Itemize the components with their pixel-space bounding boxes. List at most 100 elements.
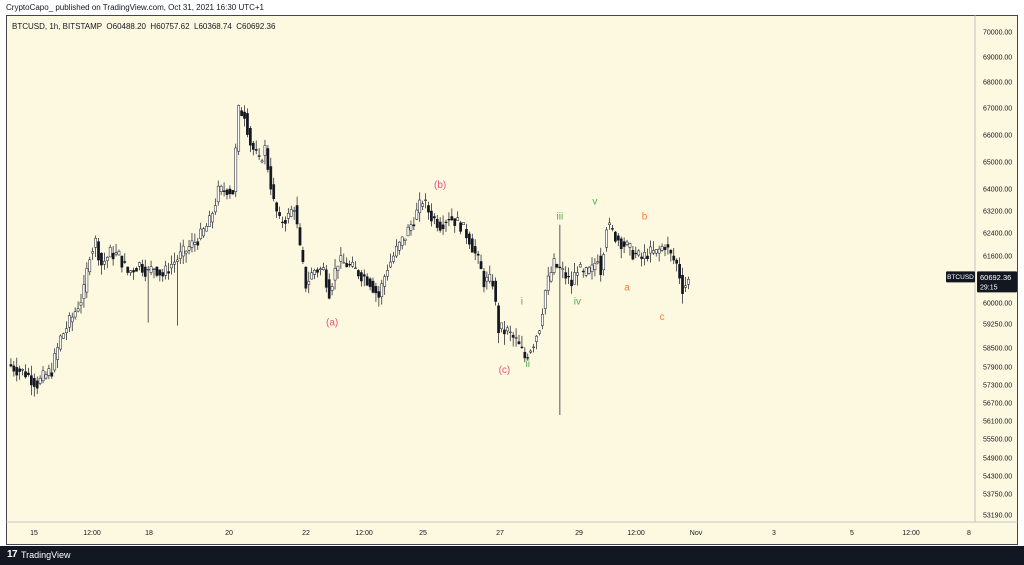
candle-up: [409, 224, 413, 231]
candle-up: [628, 243, 632, 248]
elliott-wave-label: a: [624, 282, 630, 293]
candle-down: [669, 250, 673, 254]
y-tick-label: 57900.00: [983, 365, 1012, 372]
candle-up: [190, 240, 194, 248]
candle-up: [535, 335, 538, 342]
candle-up: [657, 248, 661, 254]
publish-info: CryptoCapo_ published on TradingView.com…: [6, 3, 265, 12]
candle-up: [114, 252, 118, 255]
symbol-tag-label: BTCUSD: [947, 274, 974, 281]
candle-down: [611, 228, 614, 230]
candle-down: [228, 188, 232, 195]
candle-up: [380, 283, 384, 298]
candle-down: [427, 205, 430, 213]
candle-up: [462, 222, 465, 226]
candle-up: [333, 268, 337, 281]
candle-down: [196, 241, 200, 246]
elliott-wave-label: (c): [499, 365, 511, 376]
candle-down: [155, 266, 159, 276]
candle-down: [672, 255, 676, 261]
candle-up: [389, 261, 392, 268]
elliott-wave-label: iv: [574, 296, 581, 307]
candle-up: [354, 267, 357, 269]
candle-down: [520, 346, 524, 348]
x-tick-label: 12:00: [355, 530, 373, 537]
elliott-wave-label: c: [660, 312, 665, 323]
candle-up: [178, 251, 182, 260]
candle-down: [666, 244, 670, 248]
candle-down: [619, 238, 623, 250]
x-tick-label: 22: [302, 530, 310, 537]
y-tick-label: 54900.00: [983, 456, 1012, 463]
candle-up: [67, 315, 71, 328]
candle-down: [158, 269, 162, 276]
candle-down: [316, 269, 319, 273]
candle-up: [400, 236, 404, 246]
candle-up: [339, 255, 343, 262]
candle-up: [485, 276, 489, 282]
candle-up: [149, 266, 153, 273]
candle-up: [684, 285, 687, 288]
y-tick-label: 62400.00: [983, 231, 1012, 238]
candle-up: [578, 264, 582, 268]
candle-up: [164, 265, 168, 276]
tradingview-brand[interactable]: TradingView: [21, 550, 71, 560]
candle-up: [529, 350, 533, 353]
symbol-tag-bg: [946, 271, 975, 283]
candle-up: [307, 281, 311, 285]
candle-up: [397, 241, 401, 251]
candle-up: [21, 368, 24, 371]
candle-down: [126, 266, 130, 273]
candle-up: [593, 263, 597, 270]
candle-up: [587, 267, 591, 274]
candle-down: [278, 212, 281, 216]
candle-up: [170, 264, 173, 269]
x-tick-label: 18: [145, 530, 153, 537]
candle-up: [424, 199, 427, 201]
candle-down: [497, 305, 500, 334]
footer-bar: 17 TradingView: [0, 546, 1024, 565]
candle-down: [240, 110, 243, 117]
candle-down: [348, 264, 351, 266]
candle-up: [418, 199, 422, 214]
candle-down: [365, 276, 369, 286]
candle-up: [552, 258, 556, 273]
x-tick-label: 15: [30, 530, 38, 537]
candle-down: [681, 275, 684, 294]
candle-up: [56, 347, 59, 360]
candle-down: [27, 372, 30, 375]
y-tick-label: 53190.00: [983, 513, 1012, 520]
y-tick-label: 68000.00: [983, 80, 1012, 87]
candle-up: [687, 278, 690, 285]
candle-down: [284, 219, 287, 224]
candle-down: [432, 216, 436, 219]
tradingview-logo-icon[interactable]: 17: [7, 549, 18, 560]
candle-down: [327, 279, 331, 299]
y-tick-label: 56700.00: [983, 401, 1012, 408]
candle-up: [505, 327, 509, 332]
candle-up: [403, 238, 407, 241]
candle-up: [488, 274, 492, 282]
y-tick-label: 66000.00: [983, 133, 1012, 140]
candle-down: [555, 264, 559, 268]
candle-up: [330, 286, 334, 291]
candle-down: [599, 255, 603, 276]
price-chart[interactable]: 70000.00 69000.00 68000.00 67000.00 66000.00…: [6, 15, 1018, 545]
candle-up: [415, 209, 419, 220]
candle-up: [202, 228, 205, 237]
candle-down: [362, 274, 366, 277]
candle-down: [275, 202, 278, 212]
candle-down: [272, 184, 276, 200]
candle-up: [152, 268, 156, 270]
candle-down: [468, 233, 471, 245]
candle-down: [494, 280, 497, 302]
candle-down: [281, 221, 284, 224]
candle-down: [476, 253, 480, 256]
candle-down: [564, 272, 568, 279]
candle-up: [386, 270, 389, 277]
candle-down: [374, 286, 378, 294]
candle-up: [199, 228, 203, 239]
candle-down: [222, 190, 226, 192]
candle-up: [59, 335, 62, 350]
candle-down: [120, 255, 124, 268]
